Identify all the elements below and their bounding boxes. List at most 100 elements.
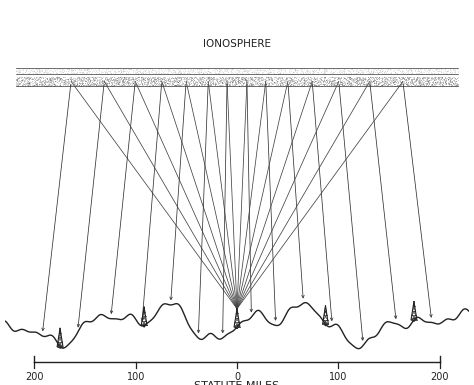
Point [386,74,394,80]
Point [415,78,422,84]
Point [412,78,419,84]
Point [51,81,59,87]
Point [119,82,127,88]
Point [234,78,242,84]
Point [90,78,97,84]
Point [336,75,343,81]
Point [15,80,22,86]
Point [292,79,299,85]
Point [180,74,188,80]
Point [357,76,365,82]
Point [403,74,411,80]
Point [145,76,152,82]
Point [222,82,230,88]
Point [405,70,413,77]
Point [422,77,429,83]
Point [71,66,78,72]
Point [220,79,228,85]
Point [267,80,275,86]
Point [36,76,44,82]
Point [235,79,242,85]
Point [21,80,29,86]
Point [56,69,64,75]
Point [226,82,233,88]
Point [139,76,147,82]
Point [42,69,50,75]
Point [425,78,432,84]
Point [447,78,455,84]
Point [237,81,245,87]
Point [102,81,110,87]
Point [126,80,133,87]
Point [416,82,424,88]
Point [148,82,155,88]
Point [84,66,92,72]
Point [94,83,101,89]
Point [107,79,115,85]
Point [227,75,235,81]
Point [235,75,242,82]
Point [288,75,295,81]
Point [129,75,137,82]
Point [330,77,338,84]
Point [441,78,449,84]
Point [56,82,64,88]
Point [149,67,157,73]
Point [214,75,221,82]
Point [114,74,122,80]
Point [120,68,128,74]
Point [198,66,206,72]
Point [95,74,103,80]
Point [199,79,207,85]
Point [214,76,221,82]
Point [371,82,378,88]
Point [155,78,162,84]
Point [31,70,39,76]
Point [380,78,387,84]
Point [61,74,69,80]
Point [238,69,246,75]
Point [353,74,360,80]
Point [226,79,233,85]
Point [110,74,118,80]
Point [84,81,91,87]
Point [347,80,355,87]
Point [168,82,175,89]
Point [26,80,33,87]
Point [165,74,173,80]
Point [346,80,353,86]
Point [79,69,87,75]
Point [287,76,295,82]
Point [58,77,65,83]
Point [352,75,359,82]
Point [275,83,283,89]
Point [32,81,39,87]
Point [409,76,417,82]
Point [446,77,454,84]
Point [82,77,89,84]
Point [269,69,276,75]
Point [154,77,162,83]
Point [405,75,413,81]
Point [131,75,139,81]
Point [173,78,181,84]
Point [310,79,318,85]
Point [252,67,259,73]
Point [54,75,61,81]
Point [85,75,93,82]
Point [164,80,171,86]
Point [130,69,137,75]
Point [237,70,244,77]
Point [161,75,169,81]
Point [379,79,387,85]
Point [375,74,383,80]
Point [83,67,91,73]
Point [126,80,134,87]
Point [123,79,130,85]
Point [146,82,154,88]
Point [237,77,245,84]
Point [67,75,75,82]
Point [378,82,385,88]
Point [399,75,406,81]
Point [164,76,172,82]
